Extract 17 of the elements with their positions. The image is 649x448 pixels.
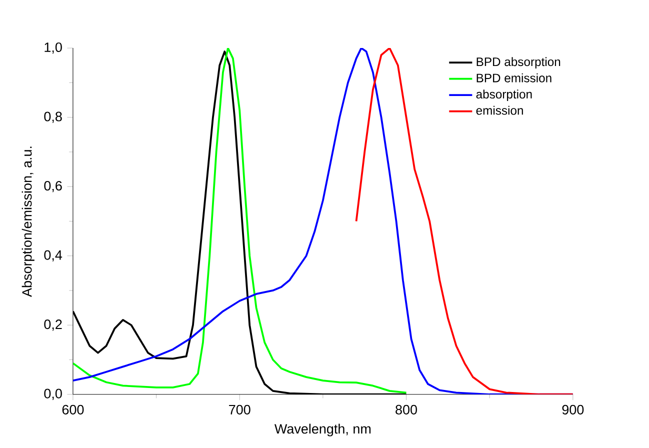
y-tick-label: 0,2 [44, 319, 62, 331]
y-tick-label: 1,0 [44, 42, 62, 54]
y-tick-label: 0,0 [44, 388, 62, 400]
legend-label: emission [476, 106, 523, 115]
x-tick-label: 900 [562, 404, 584, 414]
y-tick-label: 0,8 [44, 112, 62, 123]
y-axis-title: Absorption/emission, a.u. [22, 146, 34, 297]
x-axis-title: Wavelength, nm [274, 424, 371, 436]
legend-label: BPD absorption [476, 57, 560, 68]
y-tick-label: 0,4 [44, 250, 62, 262]
x-tick-label: 600 [62, 404, 84, 414]
legend-label: absorption [476, 90, 532, 101]
legend-label: BPD emission [476, 73, 552, 82]
x-tick-label: 700 [229, 404, 250, 414]
y-tick-label: 0,6 [44, 180, 62, 192]
line-series [355, 48, 573, 394]
x-tick-label: 800 [396, 404, 417, 414]
